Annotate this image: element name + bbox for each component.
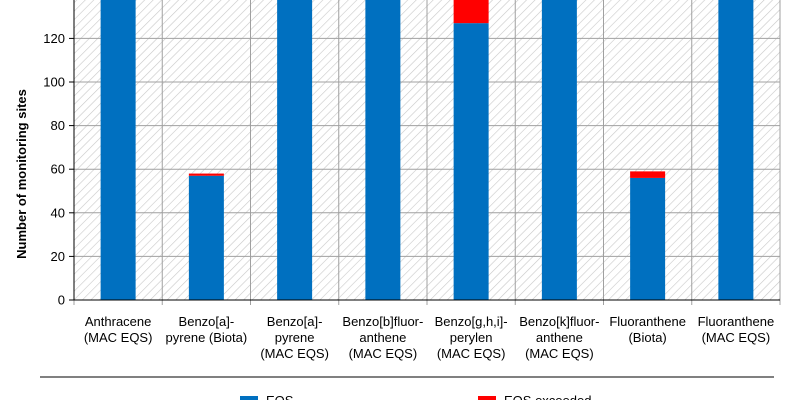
axes <box>69 0 780 301</box>
legend: EQS EQS exceeded <box>240 393 591 400</box>
category-label: (MAC EQS) <box>437 346 506 361</box>
legend-swatch <box>478 396 496 400</box>
category-label: Fluoranthene <box>609 314 686 329</box>
bar-eqs-exceeded <box>453 0 489 24</box>
category-label: pyrene <box>275 330 315 345</box>
y-tick-label: 100 <box>43 75 65 90</box>
y-tick-label: 80 <box>51 118 65 133</box>
category-label: Benzo[g,h,i]- <box>435 314 508 329</box>
grid <box>73 0 781 305</box>
y-tick-label: 120 <box>43 31 65 46</box>
bar-eqs <box>365 0 401 301</box>
category-label: (Biota) <box>628 330 666 345</box>
bar-eqs <box>718 0 754 301</box>
y-tick-label: 40 <box>51 205 65 220</box>
bar-eqs <box>277 0 313 301</box>
category-label: (MAC EQS) <box>84 330 153 345</box>
bar-eqs <box>188 175 224 300</box>
category-label: (MAC EQS) <box>702 330 771 345</box>
bar-eqs <box>100 0 136 301</box>
category-label: Benzo[k]fluor- <box>519 314 599 329</box>
y-tick-labels: 0 20 40 60 80 100 120 <box>43 31 65 308</box>
category-label: pyrene (Biota) <box>166 330 248 345</box>
bar-eqs-exceeded <box>188 173 224 176</box>
bar-eqs-exceeded <box>630 171 666 178</box>
legend-label: EQS <box>266 393 294 400</box>
bars <box>100 0 754 301</box>
y-tick-label: 0 <box>58 293 65 308</box>
category-label: anthene <box>536 330 583 345</box>
category-label: (MAC EQS) <box>260 346 329 361</box>
category-label: Anthracene <box>85 314 152 329</box>
category-labels: Anthracene(MAC EQS)Benzo[a]-pyrene (Biot… <box>84 314 774 361</box>
legend-label: EQS exceeded <box>504 393 591 400</box>
y-axis-title: Number of monitoring sites <box>14 89 29 259</box>
category-label: (MAC EQS) <box>525 346 594 361</box>
bar-eqs <box>541 0 577 301</box>
category-label: Fluoranthene <box>698 314 775 329</box>
category-label: Benzo[a]- <box>179 314 235 329</box>
category-label: Benzo[a]- <box>267 314 323 329</box>
y-tick-label: 20 <box>51 249 65 264</box>
y-tick-label: 60 <box>51 162 65 177</box>
bar-eqs <box>453 23 489 300</box>
bar-eqs <box>630 177 666 300</box>
category-label: perylen <box>450 330 493 345</box>
category-label: Benzo[b]fluor- <box>342 314 423 329</box>
category-label: (MAC EQS) <box>349 346 418 361</box>
legend-swatch <box>240 396 258 400</box>
category-label: anthene <box>359 330 406 345</box>
